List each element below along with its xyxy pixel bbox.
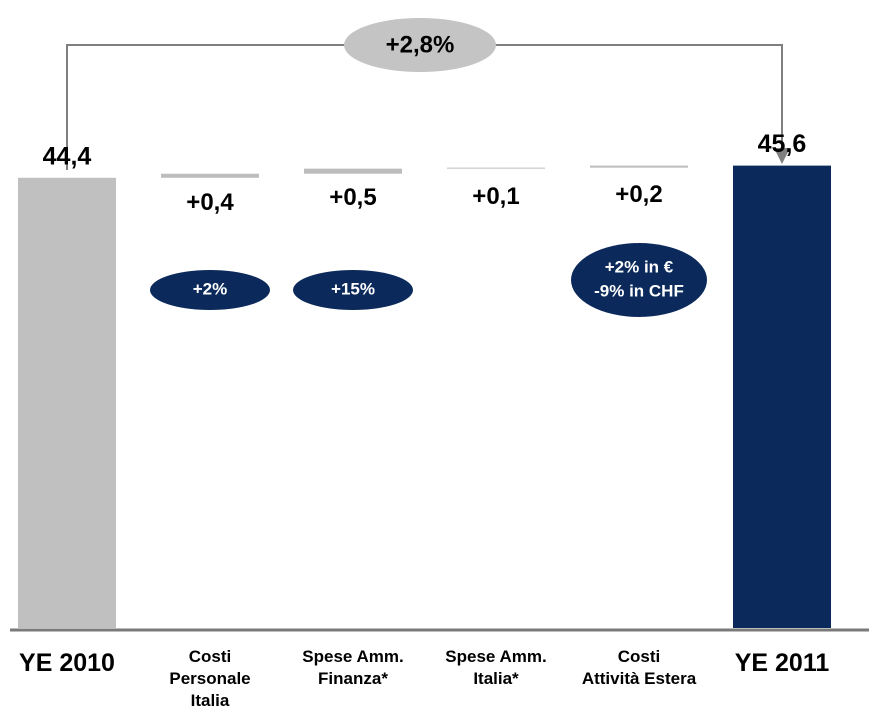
category-label: YE 2011 [734,649,830,677]
total-change: +2,8% [386,31,455,58]
category-label: Costi Attività Estera [581,647,697,688]
value-label: 45,6 [758,130,807,158]
bar [590,165,688,168]
annotation-text: +15% [331,279,375,298]
arrow-head [774,148,790,164]
category-label: Costi Personale Italia [169,647,251,710]
bar [304,168,402,174]
annotation-text: +2% [193,279,228,298]
value-label: 44,4 [43,142,92,170]
category-label: Spese Amm. Italia* [445,647,547,688]
value-label: +0,2 [615,181,662,208]
bar [18,177,116,628]
value-label: +0,4 [186,189,234,216]
annotation-text: +2% in € [605,257,674,276]
bar [733,165,831,628]
value-label: +0,1 [472,183,519,210]
annotation-bubble [571,243,707,317]
category-label: Spese Amm. Finanza* [302,647,404,688]
annotation-bubble [293,270,413,310]
annotation-bubble [150,270,270,310]
change-bubble [344,18,496,72]
bar [161,173,259,178]
annotation-text: -9% in CHF [594,281,684,300]
category-label: YE 2010 [19,649,115,677]
bar [447,167,545,169]
value-label: +0,5 [329,184,376,211]
